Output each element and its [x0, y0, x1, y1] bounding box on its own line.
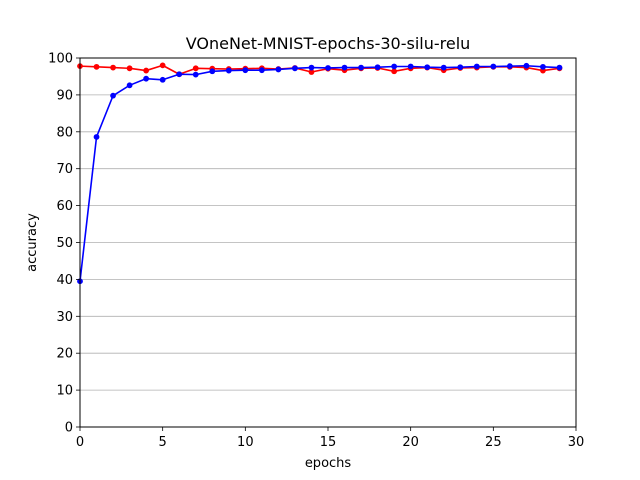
data-point [424, 64, 431, 71]
series-1 [77, 62, 563, 285]
data-point [143, 67, 150, 74]
y-tick-label: 90 [56, 88, 73, 103]
data-point [506, 63, 513, 70]
data-point [341, 64, 348, 71]
data-point [523, 62, 530, 69]
data-point [126, 82, 133, 89]
x-tick-label: 25 [485, 435, 502, 450]
series-layer [77, 62, 563, 285]
data-point [440, 64, 447, 71]
chart-title: VOneNet-MNIST-epochs-30-silu-relu [186, 34, 471, 53]
y-tick-label: 0 [65, 421, 73, 436]
data-point [110, 64, 116, 71]
data-point [242, 67, 249, 74]
y-tick-label: 100 [48, 52, 73, 67]
data-point [126, 65, 133, 72]
data-point [258, 67, 265, 74]
data-point [325, 65, 331, 71]
data-point [159, 76, 166, 83]
data-point [374, 64, 381, 71]
y-tick-label: 50 [56, 236, 73, 251]
x-tick-label: 5 [159, 435, 167, 450]
y-tick-label: 70 [56, 162, 73, 177]
x-tick-label: 30 [568, 435, 585, 450]
y-tick-label: 10 [56, 384, 73, 399]
data-point [490, 63, 497, 70]
y-tick-label: 60 [56, 199, 73, 214]
data-point [391, 63, 398, 70]
y-tick-label: 20 [56, 347, 73, 362]
x-tick-label: 20 [402, 435, 419, 450]
data-point [143, 75, 150, 82]
data-point [225, 67, 232, 74]
x-axis-label: epochs [305, 456, 352, 471]
data-point [457, 64, 464, 71]
data-point [308, 64, 315, 71]
data-point [473, 63, 480, 70]
x-axis-ticks: 0 5 10 15 20 25 30 [76, 427, 584, 450]
data-point [391, 68, 398, 75]
data-point [93, 63, 100, 70]
data-point [176, 71, 183, 78]
x-tick-label: 15 [320, 435, 337, 450]
data-point [275, 66, 282, 73]
data-point [209, 68, 216, 75]
data-point [292, 65, 298, 72]
y-axis-ticks: 0 10 20 30 40 50 60 70 80 90 100 [48, 52, 80, 436]
x-tick-label: 10 [237, 435, 254, 450]
data-point [93, 134, 100, 140]
data-point [540, 63, 546, 70]
y-tick-label: 80 [56, 125, 73, 140]
y-tick-label: 30 [56, 310, 73, 325]
y-axis-label: accuracy [25, 213, 40, 272]
data-point [358, 64, 364, 71]
y-tick-label: 40 [56, 273, 73, 288]
data-point [110, 92, 116, 99]
data-point [192, 71, 199, 78]
data-point [159, 62, 166, 69]
data-point [407, 63, 414, 70]
data-point [192, 65, 199, 72]
data-point [556, 64, 563, 71]
x-tick-label: 0 [76, 435, 84, 450]
